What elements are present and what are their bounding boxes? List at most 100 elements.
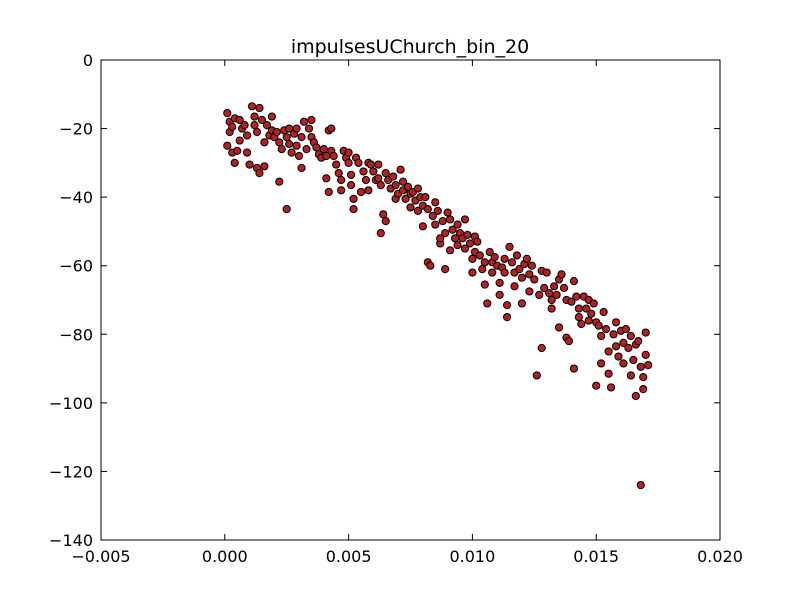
data-point xyxy=(307,115,316,125)
data-point xyxy=(629,355,638,365)
data-point xyxy=(626,371,635,380)
data-point xyxy=(626,331,635,341)
x-tick-label: 0.015 xyxy=(573,547,619,566)
data-point xyxy=(337,186,346,195)
data-point xyxy=(446,246,455,255)
data-point xyxy=(611,342,621,351)
data-point xyxy=(604,369,613,378)
data-point xyxy=(398,177,408,186)
data-point xyxy=(381,217,390,226)
data-point xyxy=(577,319,586,329)
data-point xyxy=(582,304,591,313)
data-point xyxy=(636,481,645,490)
data-point xyxy=(547,295,556,305)
data-point xyxy=(446,215,455,224)
data-point xyxy=(522,254,531,263)
data-point xyxy=(421,193,430,202)
data-point xyxy=(488,268,497,277)
x-tick-label: −0.005 xyxy=(71,547,130,566)
data-point xyxy=(426,261,435,270)
y-tick-label: 0 xyxy=(83,51,93,70)
data-point xyxy=(507,258,517,267)
data-point xyxy=(641,350,650,359)
data-point xyxy=(349,194,358,203)
data-point xyxy=(319,145,328,154)
data-point xyxy=(346,170,356,179)
data-point xyxy=(641,328,650,337)
data-point xyxy=(287,148,296,157)
data-points xyxy=(223,102,653,490)
data-point xyxy=(431,220,440,229)
data-point xyxy=(324,187,333,197)
data-point xyxy=(453,241,462,250)
data-point xyxy=(473,237,482,246)
data-point xyxy=(478,265,487,274)
data-point xyxy=(639,385,648,394)
data-point xyxy=(448,225,457,234)
data-point xyxy=(468,254,477,263)
data-point xyxy=(374,160,383,169)
data-point xyxy=(418,222,427,231)
data-point xyxy=(245,160,254,169)
data-point xyxy=(619,338,628,347)
data-point xyxy=(255,169,264,178)
data-point xyxy=(592,381,601,390)
data-point xyxy=(614,352,623,361)
data-point xyxy=(396,165,405,174)
x-tick-label: 0.000 xyxy=(202,547,248,566)
data-point xyxy=(260,162,269,171)
axis-ticks: −0.005 0.000 0.005 0.010 0.015 0.020 0 −20 −40 −6… xyxy=(49,51,743,566)
data-point xyxy=(260,138,269,147)
data-point xyxy=(327,124,336,133)
y-tick-label: −60 xyxy=(59,257,93,276)
data-point xyxy=(431,198,440,207)
data-point xyxy=(463,230,472,239)
data-point xyxy=(597,359,606,368)
data-point xyxy=(495,278,504,287)
data-point xyxy=(554,323,564,332)
data-point xyxy=(285,139,294,149)
data-point xyxy=(485,247,494,257)
data-point xyxy=(587,309,596,318)
data-point xyxy=(272,127,281,137)
data-point xyxy=(639,373,648,382)
data-point xyxy=(574,304,583,313)
data-point xyxy=(619,359,628,368)
data-point xyxy=(242,148,252,157)
data-point xyxy=(250,121,259,130)
data-point xyxy=(361,175,371,185)
data-point xyxy=(597,331,606,341)
data-point xyxy=(294,151,304,161)
data-point xyxy=(359,167,368,176)
x-tick-label: 0.010 xyxy=(449,547,495,566)
data-point xyxy=(537,343,546,353)
data-point xyxy=(233,146,242,155)
data-point xyxy=(282,205,291,214)
y-tick-label: −120 xyxy=(49,462,93,481)
data-point xyxy=(376,229,385,238)
data-point xyxy=(257,115,267,125)
data-point xyxy=(634,337,643,346)
data-point xyxy=(235,115,244,125)
data-point xyxy=(374,174,383,183)
data-point xyxy=(428,211,437,221)
data-point xyxy=(460,215,470,224)
data-point xyxy=(495,290,504,299)
data-point xyxy=(530,275,539,284)
data-point xyxy=(502,313,512,322)
data-point xyxy=(453,220,462,229)
data-point xyxy=(532,371,541,380)
data-point xyxy=(557,270,566,279)
y-tick-label: −40 xyxy=(59,188,93,207)
data-point xyxy=(594,321,603,330)
data-point xyxy=(515,265,524,274)
data-point xyxy=(589,299,598,308)
data-point xyxy=(277,145,286,154)
data-point xyxy=(297,163,306,173)
data-point xyxy=(304,124,314,133)
data-point xyxy=(344,148,353,157)
data-point xyxy=(255,103,264,113)
data-point xyxy=(334,169,343,178)
